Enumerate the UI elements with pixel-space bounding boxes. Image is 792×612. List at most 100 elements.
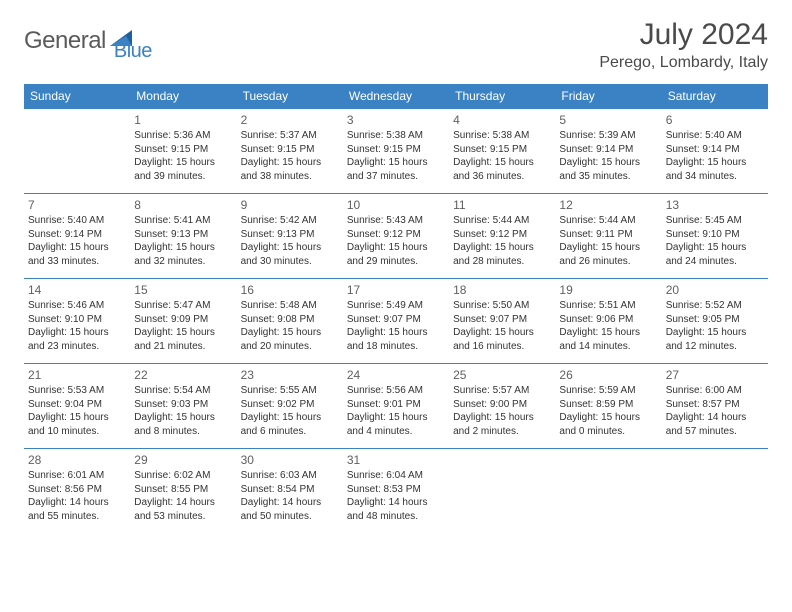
daylight-line: Daylight: 14 hours and 53 minutes. bbox=[134, 496, 232, 523]
daylight-line: Daylight: 15 hours and 34 minutes. bbox=[666, 156, 764, 183]
sunrise-line: Sunrise: 6:00 AM bbox=[666, 384, 764, 398]
sunset-line: Sunset: 9:11 PM bbox=[559, 228, 657, 242]
day-number: 7 bbox=[28, 197, 126, 213]
sunset-line: Sunset: 9:05 PM bbox=[666, 313, 764, 327]
sunset-line: Sunset: 8:53 PM bbox=[347, 483, 445, 497]
day-cell: 6Sunrise: 5:40 AMSunset: 9:14 PMDaylight… bbox=[662, 109, 768, 194]
week-row: 28Sunrise: 6:01 AMSunset: 8:56 PMDayligh… bbox=[24, 449, 768, 534]
day-cell: 23Sunrise: 5:55 AMSunset: 9:02 PMDayligh… bbox=[237, 364, 343, 449]
day-cell: 20Sunrise: 5:52 AMSunset: 9:05 PMDayligh… bbox=[662, 279, 768, 364]
daylight-line: Daylight: 15 hours and 30 minutes. bbox=[241, 241, 339, 268]
sunset-line: Sunset: 9:15 PM bbox=[134, 143, 232, 157]
day-number: 11 bbox=[453, 197, 551, 213]
sunset-line: Sunset: 8:59 PM bbox=[559, 398, 657, 412]
daylight-line: Daylight: 15 hours and 14 minutes. bbox=[559, 326, 657, 353]
day-number: 15 bbox=[134, 282, 232, 298]
day-number: 13 bbox=[666, 197, 764, 213]
daylight-line: Daylight: 15 hours and 20 minutes. bbox=[241, 326, 339, 353]
sunset-line: Sunset: 9:02 PM bbox=[241, 398, 339, 412]
week-row: 21Sunrise: 5:53 AMSunset: 9:04 PMDayligh… bbox=[24, 364, 768, 449]
day-number: 4 bbox=[453, 112, 551, 128]
day-number: 18 bbox=[453, 282, 551, 298]
day-cell: 3Sunrise: 5:38 AMSunset: 9:15 PMDaylight… bbox=[343, 109, 449, 194]
day-cell: 24Sunrise: 5:56 AMSunset: 9:01 PMDayligh… bbox=[343, 364, 449, 449]
sunrise-line: Sunrise: 5:57 AM bbox=[453, 384, 551, 398]
sunset-line: Sunset: 9:15 PM bbox=[241, 143, 339, 157]
sunset-line: Sunset: 9:15 PM bbox=[453, 143, 551, 157]
sunset-line: Sunset: 9:10 PM bbox=[666, 228, 764, 242]
sunset-line: Sunset: 9:01 PM bbox=[347, 398, 445, 412]
daylight-line: Daylight: 15 hours and 6 minutes. bbox=[241, 411, 339, 438]
day-number: 6 bbox=[666, 112, 764, 128]
day-number: 12 bbox=[559, 197, 657, 213]
week-row: 7Sunrise: 5:40 AMSunset: 9:14 PMDaylight… bbox=[24, 194, 768, 279]
daylight-line: Daylight: 15 hours and 0 minutes. bbox=[559, 411, 657, 438]
daylight-line: Daylight: 15 hours and 37 minutes. bbox=[347, 156, 445, 183]
week-row: 14Sunrise: 5:46 AMSunset: 9:10 PMDayligh… bbox=[24, 279, 768, 364]
dow-monday: Monday bbox=[130, 84, 236, 109]
daylight-line: Daylight: 14 hours and 57 minutes. bbox=[666, 411, 764, 438]
sunrise-line: Sunrise: 5:45 AM bbox=[666, 214, 764, 228]
logo: General Blue bbox=[24, 18, 152, 63]
day-number: 9 bbox=[241, 197, 339, 213]
day-number: 27 bbox=[666, 367, 764, 383]
day-cell: 25Sunrise: 5:57 AMSunset: 9:00 PMDayligh… bbox=[449, 364, 555, 449]
sunrise-line: Sunrise: 5:52 AM bbox=[666, 299, 764, 313]
day-number: 25 bbox=[453, 367, 551, 383]
day-number: 26 bbox=[559, 367, 657, 383]
calendar-table: Sunday Monday Tuesday Wednesday Thursday… bbox=[24, 84, 768, 534]
sunrise-line: Sunrise: 5:55 AM bbox=[241, 384, 339, 398]
sunrise-line: Sunrise: 6:03 AM bbox=[241, 469, 339, 483]
day-cell: 11Sunrise: 5:44 AMSunset: 9:12 PMDayligh… bbox=[449, 194, 555, 279]
daylight-line: Daylight: 15 hours and 33 minutes. bbox=[28, 241, 126, 268]
day-number: 22 bbox=[134, 367, 232, 383]
day-number: 8 bbox=[134, 197, 232, 213]
sunrise-line: Sunrise: 5:36 AM bbox=[134, 129, 232, 143]
daylight-line: Daylight: 14 hours and 55 minutes. bbox=[28, 496, 126, 523]
day-cell: 8Sunrise: 5:41 AMSunset: 9:13 PMDaylight… bbox=[130, 194, 236, 279]
title-group: July 2024 Perego, Lombardy, Italy bbox=[599, 18, 768, 72]
sunrise-line: Sunrise: 5:38 AM bbox=[453, 129, 551, 143]
day-cell: 7Sunrise: 5:40 AMSunset: 9:14 PMDaylight… bbox=[24, 194, 130, 279]
day-cell: 12Sunrise: 5:44 AMSunset: 9:11 PMDayligh… bbox=[555, 194, 661, 279]
sunrise-line: Sunrise: 5:38 AM bbox=[347, 129, 445, 143]
daylight-line: Daylight: 15 hours and 16 minutes. bbox=[453, 326, 551, 353]
day-cell: 4Sunrise: 5:38 AMSunset: 9:15 PMDaylight… bbox=[449, 109, 555, 194]
day-cell: 26Sunrise: 5:59 AMSunset: 8:59 PMDayligh… bbox=[555, 364, 661, 449]
sunset-line: Sunset: 9:14 PM bbox=[559, 143, 657, 157]
sunrise-line: Sunrise: 5:43 AM bbox=[347, 214, 445, 228]
sunrise-line: Sunrise: 5:50 AM bbox=[453, 299, 551, 313]
day-cell: 13Sunrise: 5:45 AMSunset: 9:10 PMDayligh… bbox=[662, 194, 768, 279]
daylight-line: Daylight: 15 hours and 35 minutes. bbox=[559, 156, 657, 183]
day-cell: 5Sunrise: 5:39 AMSunset: 9:14 PMDaylight… bbox=[555, 109, 661, 194]
sunset-line: Sunset: 9:07 PM bbox=[453, 313, 551, 327]
day-cell: 31Sunrise: 6:04 AMSunset: 8:53 PMDayligh… bbox=[343, 449, 449, 534]
sunset-line: Sunset: 9:10 PM bbox=[28, 313, 126, 327]
day-cell: 22Sunrise: 5:54 AMSunset: 9:03 PMDayligh… bbox=[130, 364, 236, 449]
sunrise-line: Sunrise: 5:40 AM bbox=[28, 214, 126, 228]
sunrise-line: Sunrise: 5:59 AM bbox=[559, 384, 657, 398]
sunset-line: Sunset: 8:56 PM bbox=[28, 483, 126, 497]
daylight-line: Daylight: 15 hours and 8 minutes. bbox=[134, 411, 232, 438]
day-of-week-row: Sunday Monday Tuesday Wednesday Thursday… bbox=[24, 84, 768, 109]
day-number: 31 bbox=[347, 452, 445, 468]
sunset-line: Sunset: 9:13 PM bbox=[241, 228, 339, 242]
day-cell bbox=[24, 109, 130, 194]
sunrise-line: Sunrise: 5:40 AM bbox=[666, 129, 764, 143]
sunrise-line: Sunrise: 5:42 AM bbox=[241, 214, 339, 228]
logo-text-blue: Blue bbox=[114, 40, 152, 63]
sunset-line: Sunset: 9:08 PM bbox=[241, 313, 339, 327]
day-number: 16 bbox=[241, 282, 339, 298]
sunrise-line: Sunrise: 6:02 AM bbox=[134, 469, 232, 483]
sunrise-line: Sunrise: 5:44 AM bbox=[559, 214, 657, 228]
day-cell: 1Sunrise: 5:36 AMSunset: 9:15 PMDaylight… bbox=[130, 109, 236, 194]
day-number: 19 bbox=[559, 282, 657, 298]
sunset-line: Sunset: 9:12 PM bbox=[347, 228, 445, 242]
daylight-line: Daylight: 15 hours and 12 minutes. bbox=[666, 326, 764, 353]
day-number: 24 bbox=[347, 367, 445, 383]
sunset-line: Sunset: 9:09 PM bbox=[134, 313, 232, 327]
daylight-line: Daylight: 14 hours and 50 minutes. bbox=[241, 496, 339, 523]
day-number: 20 bbox=[666, 282, 764, 298]
day-cell: 10Sunrise: 5:43 AMSunset: 9:12 PMDayligh… bbox=[343, 194, 449, 279]
daylight-line: Daylight: 15 hours and 2 minutes. bbox=[453, 411, 551, 438]
